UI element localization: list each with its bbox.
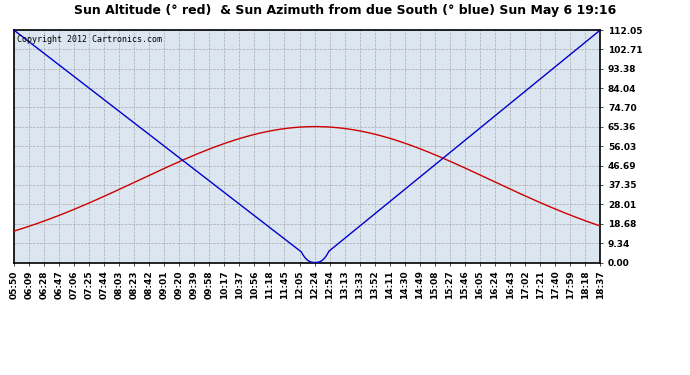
Text: Copyright 2012 Cartronics.com: Copyright 2012 Cartronics.com bbox=[17, 34, 161, 44]
Text: Sun Altitude (° red)  & Sun Azimuth from due South (° blue) Sun May 6 19:16: Sun Altitude (° red) & Sun Azimuth from … bbox=[74, 4, 616, 17]
